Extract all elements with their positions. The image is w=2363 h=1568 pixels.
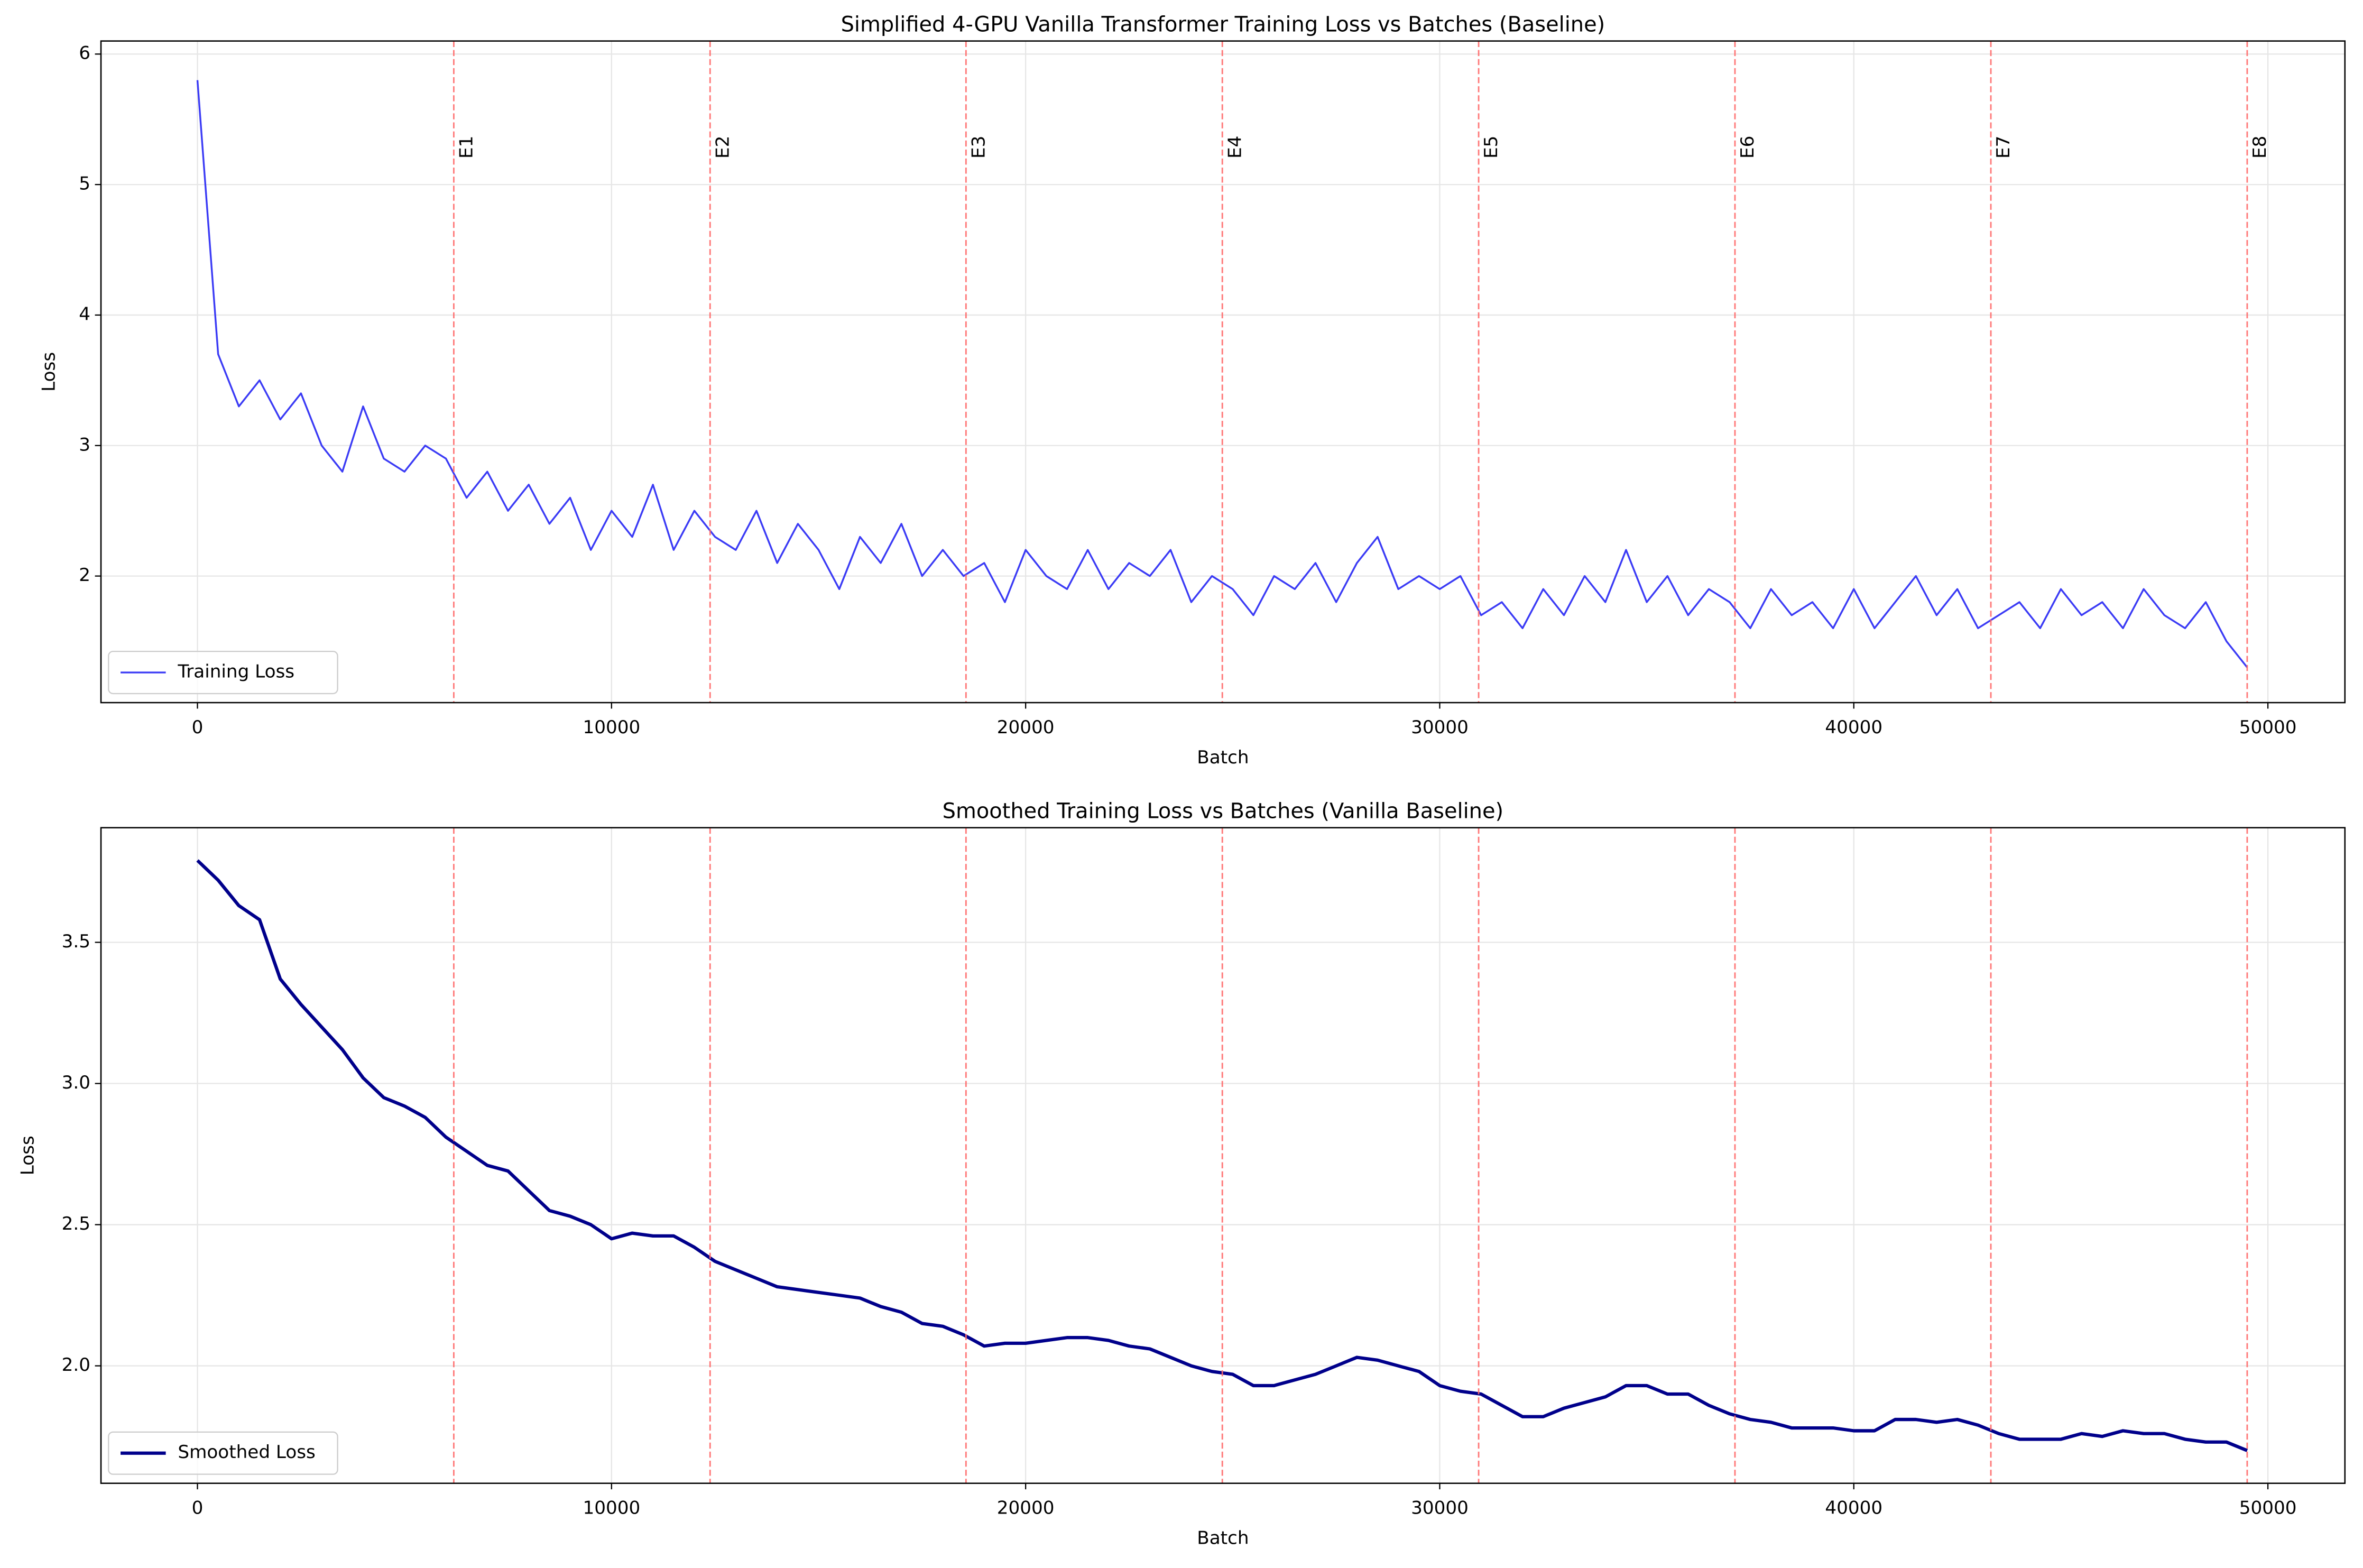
epoch-label: E4 xyxy=(1224,136,1245,159)
y-tick-label: 3.5 xyxy=(62,931,90,952)
x-tick-label: 10000 xyxy=(583,1498,640,1519)
x-tick-label: 0 xyxy=(192,1498,204,1519)
x-tick-label: 20000 xyxy=(997,1498,1055,1519)
epoch-label: E1 xyxy=(456,136,477,159)
legend-label: Training Loss xyxy=(177,661,294,682)
x-tick-label: 20000 xyxy=(997,717,1055,738)
y-axis-label: Loss xyxy=(39,352,60,392)
x-tick-label: 0 xyxy=(192,717,204,738)
y-tick-label: 3 xyxy=(79,434,90,455)
legend-box xyxy=(108,1431,338,1475)
legend-label: Smoothed Loss xyxy=(178,1442,316,1463)
x-tick-label: 40000 xyxy=(1825,1498,1882,1519)
x-tick-label: 30000 xyxy=(1411,1498,1469,1519)
legend-box xyxy=(108,650,338,695)
axes-frame xyxy=(100,827,2346,1484)
axes-frame xyxy=(100,40,2346,704)
epoch-label: E8 xyxy=(2249,136,2270,159)
y-tick-label: 2.5 xyxy=(62,1213,90,1234)
chart-title: Simplified 4-GPU Vanilla Transformer Tra… xyxy=(841,13,1605,37)
y-tick-label: 4 xyxy=(79,303,90,325)
x-tick-label: 50000 xyxy=(2239,1498,2297,1519)
y-tick-label: 3.0 xyxy=(62,1072,90,1093)
y-tick-label: 6 xyxy=(79,43,90,64)
x-tick-label: 50000 xyxy=(2239,717,2297,738)
x-tick-label: 10000 xyxy=(583,717,640,738)
plot-area xyxy=(196,827,2248,1483)
plot-area xyxy=(196,41,2248,703)
x-tick-label: 30000 xyxy=(1411,717,1469,738)
x-axis-label: Batch xyxy=(1197,747,1249,768)
epoch-label: E3 xyxy=(968,136,990,159)
y-axis-label: Loss xyxy=(17,1136,39,1175)
epoch-label: E5 xyxy=(1481,136,1502,159)
y-tick-label: 5 xyxy=(79,173,90,195)
epoch-label: E6 xyxy=(1737,136,1758,159)
chart-title: Smoothed Training Loss vs Batches (Vanil… xyxy=(943,799,1503,824)
loss-line xyxy=(196,80,2248,668)
epoch-label: E7 xyxy=(1993,136,2014,159)
y-tick-label: 2.0 xyxy=(62,1354,90,1376)
epoch-label: E2 xyxy=(712,136,733,159)
x-tick-label: 40000 xyxy=(1825,717,1882,738)
x-axis-label: Batch xyxy=(1197,1528,1249,1549)
y-tick-label: 2 xyxy=(79,565,90,586)
